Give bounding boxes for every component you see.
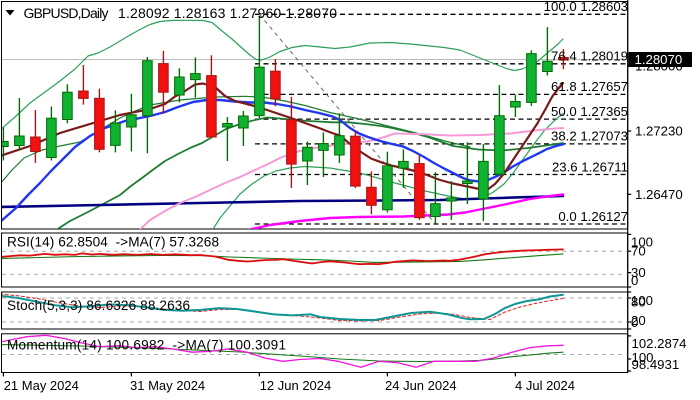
svg-text:100: 100 — [632, 350, 654, 365]
svg-text:80: 80 — [631, 295, 646, 310]
svg-text:Momentum(14) 100.6982 ->MA(7): Momentum(14) 100.6982 ->MA(7) 100.3091 — [7, 338, 286, 353]
svg-text:30: 30 — [631, 265, 646, 280]
svg-text:0: 0 — [631, 273, 638, 288]
svg-text:100: 100 — [631, 293, 653, 308]
svg-text:1.28070: 1.28070 — [635, 52, 683, 67]
svg-text:31 May 2024: 31 May 2024 — [130, 378, 205, 393]
svg-text:23.6 1.26711: 23.6 1.26711 — [552, 159, 628, 174]
svg-text:1.26470: 1.26470 — [635, 187, 683, 202]
svg-text:4 Jul 2024: 4 Jul 2024 — [515, 378, 575, 393]
svg-text:100.0 1.28603: 100.0 1.28603 — [544, 0, 628, 14]
svg-text:24 Jun 2024: 24 Jun 2024 — [385, 378, 457, 393]
svg-text:1.28092 1.28163 1.27960 1.2807: 1.28092 1.28163 1.27960 1.28070 — [118, 5, 337, 21]
svg-text:RSI(14) 62.8504 ->MA(7) 57.32: RSI(14) 62.8504 ->MA(7) 57.3268 — [7, 235, 219, 250]
svg-text:76.4 1.28019: 76.4 1.28019 — [551, 49, 628, 64]
svg-text:98.4931: 98.4931 — [632, 357, 680, 372]
svg-text:1.27230: 1.27230 — [635, 124, 683, 139]
svg-text:50.0 1.27365: 50.0 1.27365 — [551, 104, 628, 119]
svg-text:61.8 1.27657: 61.8 1.27657 — [551, 79, 628, 94]
svg-text:21 May 2024: 21 May 2024 — [4, 378, 79, 393]
svg-text:Stoch(5,3,3) 86.6326 88.2636: Stoch(5,3,3) 86.6326 88.2636 — [7, 298, 190, 313]
svg-text:100: 100 — [631, 235, 653, 250]
svg-text:70: 70 — [631, 243, 646, 258]
svg-text:0: 0 — [631, 315, 638, 330]
svg-text:38.2 1.27073: 38.2 1.27073 — [551, 129, 628, 144]
svg-text:20: 20 — [631, 313, 646, 328]
svg-text:0.0 1.26127: 0.0 1.26127 — [558, 209, 628, 224]
svg-text:102.2874: 102.2874 — [632, 336, 687, 351]
svg-text:GBPUSD,Daily: GBPUSD,Daily — [24, 5, 109, 21]
svg-text:12 Jun 2024: 12 Jun 2024 — [260, 378, 332, 393]
